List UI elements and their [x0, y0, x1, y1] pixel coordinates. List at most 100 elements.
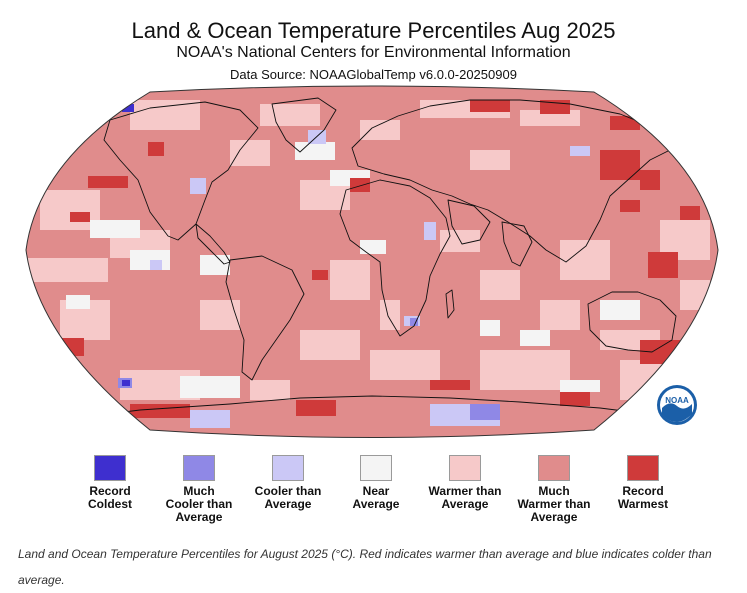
legend-much-cooler: Much Cooler than Average	[144, 455, 254, 524]
anomaly-cell	[122, 104, 134, 112]
anomaly-cell	[122, 380, 130, 386]
legend-cooler: Cooler than Average	[233, 455, 343, 511]
antarctica-outline	[59, 395, 681, 421]
australia-outline	[587, 291, 677, 353]
map-subtitle: NOAA's National Centers for Environmenta…	[176, 44, 571, 61]
anomaly-cell	[380, 300, 400, 330]
legend-near-average: Near Average	[321, 455, 431, 511]
anomaly-cell	[430, 380, 470, 390]
anomaly-cell	[424, 222, 436, 240]
anomaly-cell	[296, 400, 336, 416]
anomaly-cell	[350, 178, 370, 192]
eurasia-outline	[351, 99, 671, 263]
anomaly-cell	[520, 330, 550, 346]
legend-swatch	[360, 455, 392, 481]
legend-record-warmest: Record Warmest	[588, 455, 698, 511]
anomaly-cell	[190, 410, 230, 428]
legend-label: Near Average	[352, 484, 400, 511]
legend-much-warmer: Much Warmer than Average	[499, 455, 609, 524]
anomaly-cell	[540, 300, 580, 330]
anomaly-cell	[148, 142, 164, 156]
legend-swatch	[627, 455, 659, 481]
anomaly-cell	[66, 295, 90, 309]
anomaly-cell	[470, 100, 510, 112]
legend-swatch	[94, 455, 126, 481]
legend-label: Warmer than Average	[428, 484, 502, 511]
anomaly-cell	[180, 376, 240, 398]
anomaly-cell	[90, 220, 140, 238]
anomaly-cell	[560, 240, 610, 280]
anomaly-cell	[200, 300, 240, 330]
anomaly-cell	[88, 176, 128, 188]
india-outline	[501, 221, 533, 267]
legend-warmer: Warmer than Average	[410, 455, 520, 511]
anomaly-cell	[648, 252, 678, 278]
north-america-outline	[103, 101, 259, 241]
anomaly-cell	[200, 255, 230, 275]
map-border	[25, 85, 719, 438]
anomaly-cell	[570, 146, 590, 156]
madagascar-outline	[445, 289, 455, 319]
anomaly-cell	[560, 380, 600, 392]
map-title: Land & Ocean Temperature Percentiles Aug…	[131, 18, 616, 43]
anomaly-cell	[600, 150, 640, 180]
legend-label: Record Warmest	[617, 484, 669, 511]
anomaly-cell	[54, 338, 84, 356]
anomaly-cell	[28, 258, 108, 282]
anomaly-cells	[28, 100, 710, 428]
anomaly-cell	[130, 404, 190, 418]
continent-outlines	[59, 97, 681, 421]
anomaly-cell	[560, 392, 590, 406]
legend-label: Much Cooler than Average	[165, 484, 233, 524]
legend-label: Much Warmer than Average	[517, 484, 591, 524]
anomaly-cell	[150, 260, 162, 270]
legend-swatch	[449, 455, 481, 481]
anomaly-cell	[250, 200, 280, 230]
anomaly-cell	[190, 178, 206, 194]
anomaly-cell	[640, 340, 680, 364]
anomaly-cell	[470, 150, 510, 170]
anomaly-cell	[300, 330, 360, 360]
anomaly-cell	[480, 320, 500, 336]
legend-label: Record Coldest	[87, 484, 132, 511]
legend-record-coldest: Record Coldest	[55, 455, 165, 511]
anomaly-cell	[600, 300, 640, 320]
south-america-outline	[225, 255, 305, 381]
anomaly-cell	[260, 104, 320, 126]
anomaly-cell	[312, 270, 328, 280]
legend-swatch	[538, 455, 570, 481]
figure-caption: Land and Ocean Temperature Percentiles f…	[18, 547, 712, 587]
anomaly-cell	[295, 142, 335, 160]
anomaly-cell	[620, 200, 640, 212]
legend-swatch	[272, 455, 304, 481]
anomaly-cell	[70, 212, 90, 222]
anomaly-cell	[370, 350, 440, 380]
anomaly-cell	[420, 130, 450, 150]
anomaly-cell	[470, 404, 500, 420]
data-source: Data Source: NOAAGlobalTemp v6.0.0-20250…	[230, 67, 517, 82]
anomaly-cell	[640, 170, 660, 190]
central-america-outline	[195, 223, 231, 265]
anomaly-cell	[480, 270, 520, 300]
greenland-outline	[271, 97, 337, 153]
percentile-grid	[26, 86, 718, 438]
anomaly-cell	[610, 116, 640, 130]
svg-text:NOAA: NOAA	[665, 396, 689, 405]
anomaly-cell	[480, 350, 570, 390]
noaa-logo-icon: NOAA	[657, 385, 697, 425]
anomaly-cell	[330, 260, 370, 300]
anomaly-cell	[130, 100, 200, 130]
anomaly-cell	[410, 318, 418, 326]
anomaly-cell	[540, 180, 580, 220]
legend-label: Cooler than Average	[254, 484, 322, 511]
anomaly-cell	[230, 140, 270, 166]
legend: Record Coldest Much Cooler than Average …	[0, 455, 747, 535]
anomaly-cell	[360, 120, 400, 140]
africa-outline	[339, 179, 451, 337]
anomaly-cell	[680, 206, 700, 220]
legend-swatch	[183, 455, 215, 481]
anomaly-cell	[360, 240, 386, 254]
anomaly-cell	[250, 380, 290, 400]
world-temperature-map	[25, 85, 719, 438]
arabia-outline	[447, 199, 491, 245]
